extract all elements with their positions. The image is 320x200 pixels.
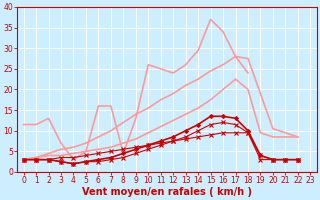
X-axis label: Vent moyen/en rafales ( km/h ): Vent moyen/en rafales ( km/h ) <box>82 187 252 197</box>
